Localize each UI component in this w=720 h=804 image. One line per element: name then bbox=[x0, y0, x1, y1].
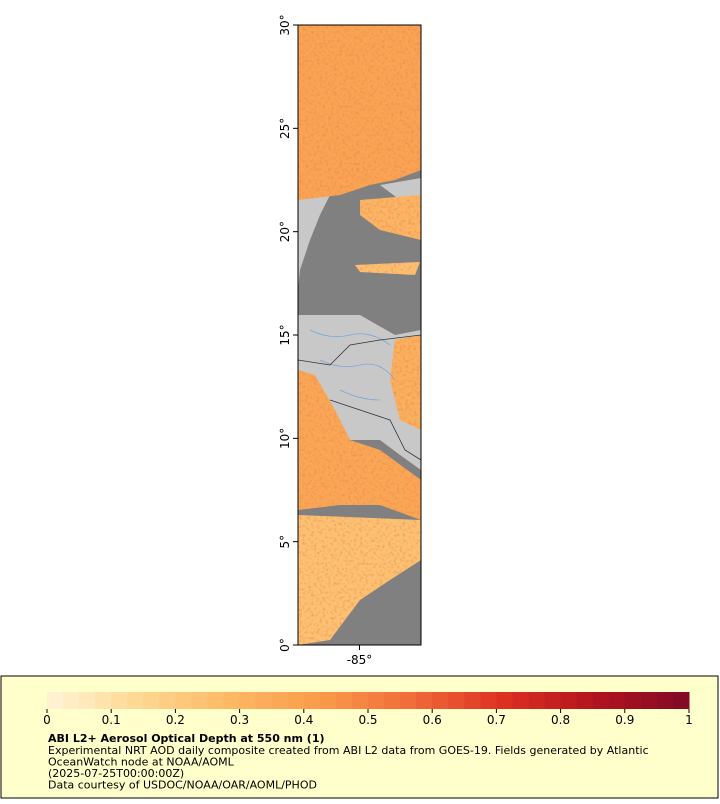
colorbar-cell bbox=[576, 692, 594, 709]
aerosol bbox=[298, 25, 421, 645]
colorbar-cell bbox=[111, 692, 128, 709]
colorbar-cell bbox=[464, 692, 481, 709]
y-tick-label: 25° bbox=[278, 118, 292, 139]
y-tick-label: 20° bbox=[278, 221, 292, 242]
colorbar-cell bbox=[127, 692, 144, 709]
colorbar-cell bbox=[480, 692, 497, 709]
colorbar-cell bbox=[592, 692, 610, 709]
colorbar-cell bbox=[351, 692, 369, 709]
colorbar-tick-label: 0.3 bbox=[230, 713, 249, 727]
colorbar-cell bbox=[528, 692, 546, 709]
colorbar-cell bbox=[63, 692, 80, 709]
y-tick-label: 5° bbox=[278, 535, 292, 549]
colorbar-tick-label: 0.1 bbox=[102, 713, 121, 727]
colorbar-cell bbox=[624, 692, 642, 709]
colorbar-cell bbox=[255, 692, 273, 709]
colorbar-cell bbox=[496, 692, 513, 709]
colorbar-tick-label: 0.5 bbox=[358, 713, 377, 727]
colorbar-cell bbox=[271, 692, 289, 709]
borders bbox=[298, 334, 421, 461]
colorbar-cell bbox=[400, 692, 417, 709]
colorbar-cell bbox=[175, 692, 192, 709]
colorbar-tick-label: 0.8 bbox=[551, 713, 570, 727]
colorbar-cell bbox=[159, 692, 176, 709]
x-tick-label: -85° bbox=[347, 653, 373, 667]
land bbox=[298, 315, 421, 470]
colorbar-cell bbox=[191, 692, 208, 709]
colorbar-cell bbox=[384, 692, 401, 709]
colorbar-cell bbox=[239, 692, 257, 709]
colorbar-tick-label: 0.6 bbox=[423, 713, 442, 727]
colorbar-cell bbox=[223, 692, 241, 709]
colorbar-cell bbox=[640, 692, 658, 709]
colorbar-cell bbox=[656, 692, 674, 709]
colorbar-cell bbox=[303, 692, 321, 709]
colorbar-cell bbox=[95, 692, 112, 709]
land bbox=[298, 195, 330, 290]
legend-line: (2025-07-25T00:00:00Z) bbox=[48, 767, 184, 780]
map bbox=[298, 25, 421, 645]
colorbar-cell bbox=[335, 692, 353, 709]
colorbar-cell bbox=[544, 692, 562, 709]
colorbar-cell bbox=[287, 692, 305, 709]
colorbar-cell bbox=[368, 692, 385, 709]
y-tick-label: 30° bbox=[278, 14, 292, 35]
colorbar-cell bbox=[512, 692, 529, 709]
rivers bbox=[309, 329, 396, 401]
colorbar-cell bbox=[672, 692, 690, 709]
colorbar-cell bbox=[608, 692, 626, 709]
colorbar-cell bbox=[560, 692, 578, 709]
colorbar-cell bbox=[416, 692, 433, 709]
colorbar-tick-label: 0.4 bbox=[294, 713, 313, 727]
colorbar-cell bbox=[319, 692, 337, 709]
colorbar-cell bbox=[432, 692, 449, 709]
legend-line: Data courtesy of USDOC/NOAA/OAR/AOML/PHO… bbox=[48, 779, 317, 792]
colorbar-cell bbox=[143, 692, 160, 709]
y-tick-label: 15° bbox=[278, 324, 292, 345]
colorbar-tick-label: 1 bbox=[685, 713, 693, 727]
legend-line: OceanWatch node at NOAA/AOML bbox=[48, 756, 235, 769]
colorbar-cell bbox=[47, 692, 64, 709]
colorbar-tick-label: 0.2 bbox=[166, 713, 185, 727]
colorbar-cell bbox=[207, 692, 225, 709]
colorbar-tick-label: 0.7 bbox=[487, 713, 506, 727]
colorbar-tick-label: 0.9 bbox=[615, 713, 634, 727]
legend-line: Experimental NRT AOD daily composite cre… bbox=[48, 744, 649, 757]
y-tick-label: 0° bbox=[278, 638, 292, 652]
legend-title: ABI L2+ Aerosol Optical Depth at 550 nm … bbox=[48, 732, 325, 745]
colorbar-tick-label: 0 bbox=[43, 713, 51, 727]
colorbar-cell bbox=[79, 692, 96, 709]
colorbar-cell bbox=[448, 692, 465, 709]
y-tick-label: 10° bbox=[278, 428, 292, 449]
